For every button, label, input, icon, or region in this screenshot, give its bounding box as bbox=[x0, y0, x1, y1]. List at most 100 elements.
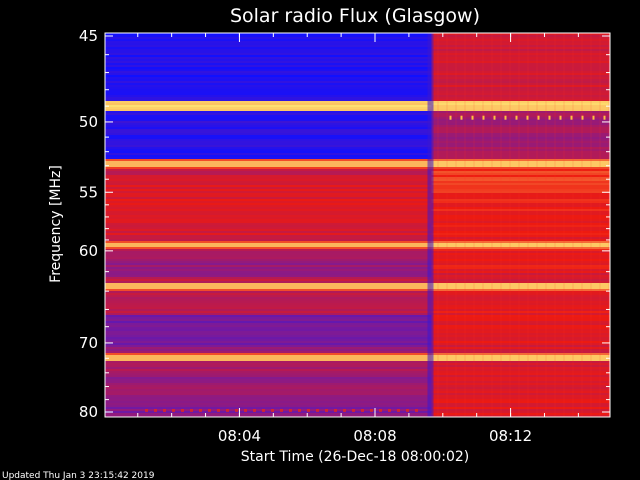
spectrogram-row-post bbox=[431, 247, 610, 249]
spectrogram-row-pre bbox=[105, 267, 433, 269]
spectrogram-row-pre bbox=[105, 349, 433, 351]
spectrogram-row-post bbox=[431, 161, 610, 163]
spectrogram-row-post bbox=[431, 413, 610, 415]
spectrogram-row-post bbox=[431, 285, 610, 287]
spectrogram-row-pre bbox=[105, 271, 433, 273]
spectrogram-row-pre bbox=[105, 239, 433, 241]
spectrogram-row-pre bbox=[105, 359, 433, 361]
spectrogram-row-pre bbox=[105, 133, 433, 135]
spectrogram-row-pre bbox=[105, 149, 433, 151]
band-marker-dot bbox=[226, 408, 229, 412]
spectrogram-row-pre bbox=[105, 387, 433, 389]
band-marker-dot bbox=[415, 408, 418, 412]
spectrogram-row-post bbox=[431, 355, 610, 357]
spectrogram-row-pre bbox=[105, 185, 433, 187]
spectrogram-row-post bbox=[431, 225, 610, 227]
spectrogram-row-pre bbox=[105, 37, 433, 39]
spectrogram-row-post bbox=[431, 319, 610, 321]
spectrogram-row-pre bbox=[105, 363, 433, 365]
spectrogram-row-post bbox=[431, 301, 610, 303]
spectrogram-row-post bbox=[431, 93, 610, 95]
spectrogram-row-pre bbox=[105, 343, 433, 345]
spectrogram-row-pre bbox=[105, 199, 433, 201]
spectrogram-row-post bbox=[431, 133, 610, 135]
spectrogram-row-post bbox=[431, 113, 610, 115]
spectrogram-row-post bbox=[431, 379, 610, 381]
spectrogram-row-post bbox=[431, 41, 610, 43]
spectrogram-row-post bbox=[431, 391, 610, 393]
spectrogram-row-post bbox=[431, 51, 610, 53]
spectrogram-row-post bbox=[431, 83, 610, 85]
spectrogram-row-pre bbox=[105, 183, 433, 185]
spectrogram-row-pre bbox=[105, 47, 433, 49]
spectrogram-row-pre bbox=[105, 49, 433, 51]
spectrogram-striation bbox=[500, 33, 502, 417]
spectrogram-row-pre bbox=[105, 139, 433, 141]
spectrogram-row-post bbox=[431, 173, 610, 175]
spectrogram-row-pre bbox=[105, 323, 433, 325]
spectrogram-row-post bbox=[431, 349, 610, 351]
band-marker-dot bbox=[145, 408, 148, 412]
band-marker-dot bbox=[181, 408, 184, 412]
spectrogram-striation bbox=[608, 33, 610, 417]
spectrogram-row-post bbox=[431, 415, 610, 417]
band-marker-dot bbox=[449, 115, 452, 120]
spectrogram-row-pre bbox=[105, 295, 433, 297]
spectrogram-row-post bbox=[431, 311, 610, 313]
spectrogram-row-pre bbox=[105, 175, 433, 177]
spectrogram-row-pre bbox=[105, 153, 433, 155]
spectrogram-row-post bbox=[431, 125, 610, 127]
spectrogram-row-pre bbox=[105, 383, 433, 385]
band-marker-dot bbox=[271, 408, 274, 412]
spectrogram-row-pre bbox=[105, 355, 433, 357]
spectrogram-row-post bbox=[431, 371, 610, 373]
spectrogram-row-pre bbox=[105, 341, 433, 343]
spectrogram-row-pre bbox=[105, 229, 433, 231]
band-marker-dot bbox=[307, 408, 310, 412]
spectrogram-row-pre bbox=[105, 147, 433, 149]
spectrogram-row-pre bbox=[105, 65, 433, 67]
spectrogram-row-post bbox=[431, 331, 610, 333]
spectrogram-row-post bbox=[431, 87, 610, 89]
spectrogram-row-pre bbox=[105, 407, 433, 409]
spectrogram-row-pre bbox=[105, 381, 433, 383]
spectrogram-row-post bbox=[431, 127, 610, 129]
spectrogram-row-pre bbox=[105, 301, 433, 303]
spectrogram-row-post bbox=[431, 189, 610, 191]
spectrogram-row-pre bbox=[105, 291, 433, 293]
spectrogram-row-post bbox=[431, 299, 610, 301]
spectrogram-striation bbox=[563, 33, 565, 417]
y-axis-label: Frequency [MHz] bbox=[48, 165, 64, 283]
spectrogram-row-post bbox=[431, 389, 610, 391]
spectrogram-row-post bbox=[431, 345, 610, 347]
spectrogram-row-post bbox=[431, 129, 610, 131]
spectrogram-row-pre bbox=[105, 45, 433, 47]
spectrogram-row-post bbox=[431, 227, 610, 229]
band-marker-dot bbox=[379, 408, 382, 412]
spectrogram-row-pre bbox=[105, 279, 433, 281]
spectrogram-row-pre bbox=[105, 307, 433, 309]
spectrogram-striation bbox=[527, 33, 529, 417]
spectrogram-row-pre bbox=[105, 125, 433, 127]
spectrogram-row-pre bbox=[105, 113, 433, 115]
spectrogram-row-post bbox=[431, 231, 610, 233]
spectrogram-row-post bbox=[431, 65, 610, 67]
spectrogram-row-post bbox=[431, 347, 610, 349]
spectrogram-striation bbox=[554, 33, 556, 417]
spectrogram-row-post bbox=[431, 401, 610, 403]
spectrogram-row-pre bbox=[105, 205, 433, 207]
spectrogram-row-pre bbox=[105, 305, 433, 307]
spectrogram-row-pre bbox=[105, 213, 433, 215]
spectrogram-row-post bbox=[431, 73, 610, 75]
spectrogram-row-pre bbox=[105, 379, 433, 381]
spectrogram-row-post bbox=[431, 117, 610, 119]
spectrogram-row-pre bbox=[105, 181, 433, 183]
spectrogram-row-pre bbox=[105, 303, 433, 305]
spectrogram-row-post bbox=[431, 139, 610, 141]
spectrogram-striation bbox=[455, 33, 457, 417]
spectrogram-row-post bbox=[431, 179, 610, 181]
x-axis: 08:04 08:08 08:12 bbox=[137, 33, 579, 445]
spectrogram-row-pre bbox=[105, 169, 433, 171]
spectrogram-row-post bbox=[431, 281, 610, 283]
spectrogram-row-pre bbox=[105, 151, 433, 153]
